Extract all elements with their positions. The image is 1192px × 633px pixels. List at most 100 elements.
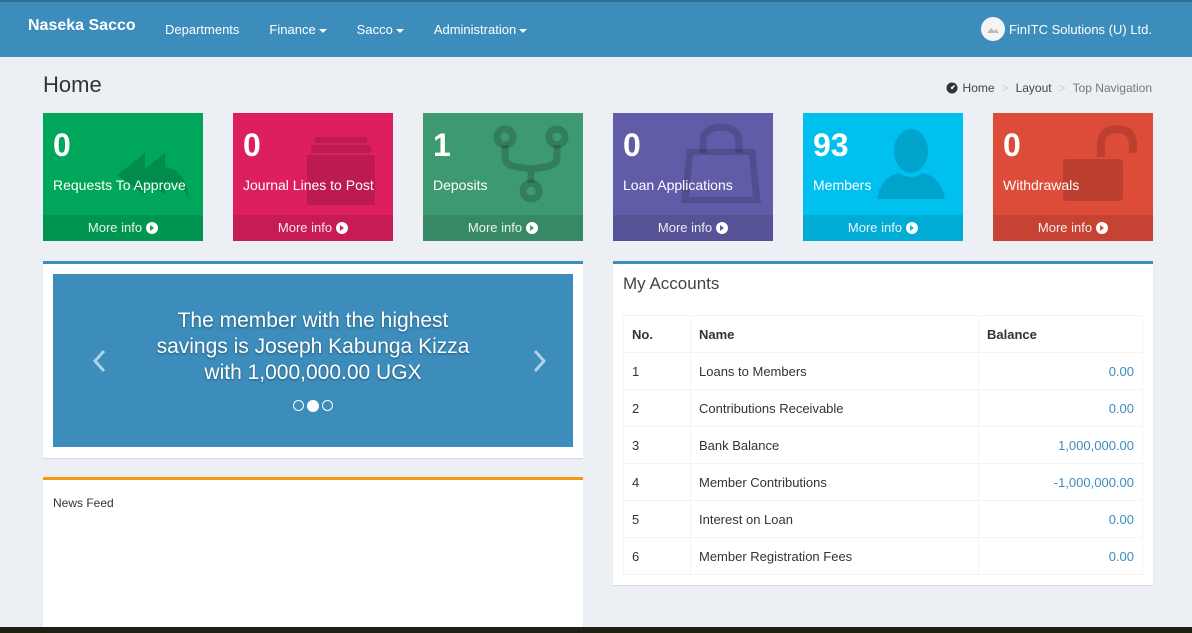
dashboard-icon [946, 82, 958, 94]
stat-value: 93 [813, 127, 849, 163]
account-balance-link[interactable]: -1,000,000.00 [978, 463, 1143, 501]
more-info-link[interactable]: More info [43, 215, 203, 241]
user-name: FinITC Solutions (U) Ltd. [1008, 21, 1152, 37]
avatar [980, 17, 1005, 41]
table-header-row: No. Name Balance [623, 315, 1143, 353]
arrow-circle-right-icon [1096, 222, 1109, 234]
nav-departments[interactable]: Departments [150, 2, 254, 57]
chevron-right-icon[interactable] [530, 346, 550, 376]
more-info-link[interactable]: More info [993, 215, 1153, 241]
more-info-link[interactable]: More info [233, 215, 393, 241]
more-info-label: More info [87, 220, 143, 235]
stat-label: Journal Lines to Post [243, 177, 374, 193]
table-row: 1 Loans to Members 0.00 [623, 352, 1143, 390]
code-fork-icon [493, 125, 569, 203]
more-info-link[interactable]: More info [613, 215, 773, 241]
account-name: Interest on Loan [690, 500, 979, 538]
account-name: Bank Balance [690, 426, 979, 464]
column-header-name: Name [690, 315, 979, 353]
page-title: Home [43, 72, 102, 97]
account-balance-link[interactable]: 0.00 [978, 352, 1143, 390]
breadcrumb-current: Top Navigation [1072, 81, 1152, 95]
carousel-indicator[interactable] [322, 400, 333, 411]
arrow-circle-right-icon [336, 222, 349, 234]
stat-label: Deposits [433, 177, 488, 193]
nav-label: Sacco [356, 21, 393, 37]
account-balance-link[interactable]: 0.00 [978, 389, 1143, 427]
stat-box-withdrawals: 0 Withdrawals More info [993, 113, 1153, 241]
table-row: 5 Interest on Loan 0.00 [623, 500, 1143, 538]
carousel-indicator[interactable] [293, 400, 304, 411]
carousel-indicator-active[interactable] [307, 400, 319, 412]
image-icon [986, 28, 999, 33]
account-balance-link[interactable]: 1,000,000.00 [978, 426, 1143, 464]
more-info-label: More info [847, 220, 903, 235]
stat-label: Members [813, 177, 872, 193]
stat-value: 0 [623, 127, 641, 163]
table-row: 3 Bank Balance 1,000,000.00 [623, 426, 1143, 464]
table-row: 4 Member Contributions -1,000,000.00 [623, 463, 1143, 501]
stat-label: Withdrawals [1003, 177, 1080, 193]
breadcrumb: Home > Layout > Top Navigation [946, 81, 1152, 95]
more-info-link[interactable]: More info [423, 215, 583, 241]
account-balance-link[interactable]: 0.00 [978, 537, 1143, 575]
nav-sacco[interactable]: Sacco [342, 2, 419, 57]
shopping-bag-icon [681, 123, 761, 203]
nav-administration[interactable]: Administration [419, 2, 542, 57]
arrow-circle-right-icon [716, 222, 729, 234]
brand-logo[interactable]: Naseka Sacco [28, 17, 136, 34]
user-icon [877, 129, 945, 199]
user-menu[interactable]: FinITC Solutions (U) Ltd. [980, 17, 1152, 41]
account-name: Contributions Receivable [690, 389, 979, 427]
carousel-card: The member with the highest savings is J… [43, 261, 583, 458]
row-number: 4 [623, 463, 691, 501]
accounts-card: My Accounts No. Name Balance 1 Loans to … [613, 261, 1153, 585]
account-balance-link[interactable]: 0.00 [978, 500, 1143, 538]
chevron-left-icon[interactable] [89, 346, 109, 376]
more-info-label: More info [657, 220, 713, 235]
accounts-title: My Accounts [623, 274, 720, 293]
stat-box-requests-to-approve: 0 Requests To Approve More info [43, 113, 203, 241]
column-header-no: No. [623, 315, 691, 353]
row-number: 3 [623, 426, 691, 464]
stat-label: Requests To Approve [53, 177, 186, 193]
carousel-caption: The member with the highest savings is J… [156, 309, 470, 384]
stat-value: 1 [433, 127, 451, 163]
caret-down-icon [318, 28, 327, 33]
caret-down-icon [519, 28, 528, 33]
stat-box-loan-applications: 0 Loan Applications More info [613, 113, 773, 241]
row-number: 1 [623, 352, 691, 390]
account-name: Member Contributions [690, 463, 979, 501]
stat-value: 0 [1003, 127, 1021, 163]
caret-down-icon [395, 28, 404, 33]
arrow-circle-right-icon [906, 222, 919, 234]
account-name: Loans to Members [690, 352, 979, 390]
stat-box-deposits: 1 Deposits More info [423, 113, 583, 241]
stat-box-journal-lines: 0 Journal Lines to Post More info [233, 113, 393, 241]
nav-finance[interactable]: Finance [254, 2, 341, 57]
more-info-label: More info [1037, 220, 1093, 235]
nav-label: Departments [165, 21, 240, 37]
reply-all-icon [117, 153, 189, 199]
breadcrumb-home[interactable]: Home [962, 81, 995, 95]
breadcrumb-separator: > [1001, 81, 1009, 95]
account-name: Member Registration Fees [690, 537, 979, 575]
nav-label: Administration [433, 21, 517, 37]
unlock-icon [1063, 124, 1137, 201]
top-navbar: Naseka Sacco Departments Finance Sacco A… [0, 0, 1192, 57]
table-row: 6 Member Registration Fees 0.00 [623, 537, 1143, 575]
main-nav: Departments Finance Sacco Administration [150, 2, 542, 57]
row-number: 2 [623, 389, 691, 427]
nav-label: Finance [269, 21, 316, 37]
column-header-balance: Balance [978, 315, 1143, 353]
carousel-indicators [53, 400, 573, 412]
stat-value: 0 [53, 127, 71, 163]
arrow-circle-right-icon [146, 222, 159, 234]
more-info-label: More info [277, 220, 333, 235]
stat-label: Loan Applications [623, 177, 733, 193]
more-info-link[interactable]: More info [803, 215, 963, 241]
breadcrumb-layout[interactable]: Layout [1015, 81, 1052, 95]
archive-icon [307, 137, 375, 205]
table-row: 2 Contributions Receivable 0.00 [623, 389, 1143, 427]
